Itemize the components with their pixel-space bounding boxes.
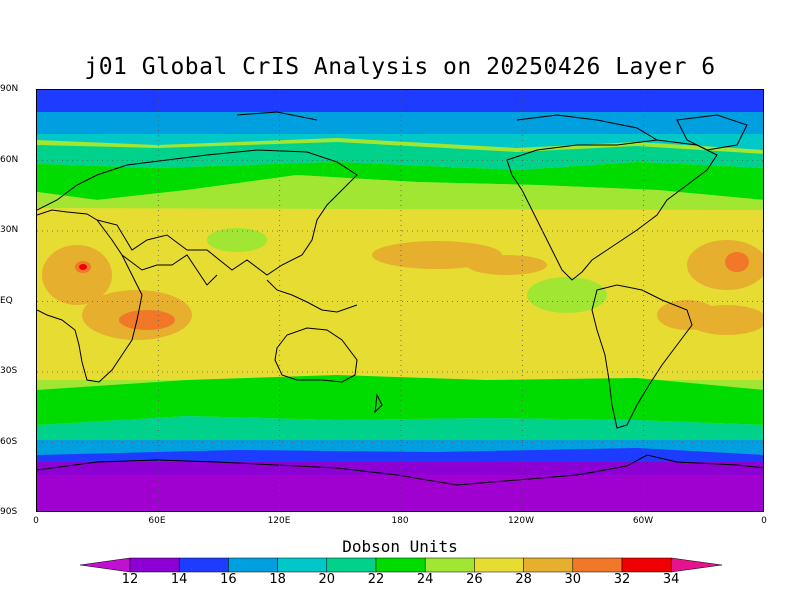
colorbar-under-arrow: [80, 557, 131, 573]
field-south-teal: [37, 416, 763, 440]
colorbar-tick-label: 12: [121, 572, 139, 587]
colorbar-tick-label: 28: [515, 572, 532, 587]
colorbar-segment: [228, 557, 278, 573]
colorbar-segment: [474, 557, 524, 573]
colorbar-tick-label: 24: [416, 572, 434, 587]
ozone-map: [36, 89, 764, 512]
field-south-green: [37, 375, 763, 425]
colorbar-title: Dobson Units: [342, 537, 458, 556]
field-arctic-lightblue: [37, 112, 763, 134]
lat-label-30n: 30N: [0, 225, 19, 235]
lat-label-90n: 90N: [0, 84, 19, 94]
field-arctic-blue: [37, 90, 763, 115]
colorbar-over-arrow: [670, 557, 722, 573]
colorbar-tick-label: 20: [318, 572, 336, 587]
colorbar-segment: [277, 557, 328, 573]
lat-label-60s: 60S: [0, 437, 18, 447]
colorbar-tick-label: 30: [564, 572, 582, 587]
lon-label-120w: 120W: [507, 516, 535, 526]
colorbar-tick-label: 22: [367, 572, 385, 587]
lat-label-eq: EQ: [0, 296, 13, 306]
field-subarctic-cyan: [37, 134, 763, 150]
colorbar: [80, 557, 722, 573]
map-canvas: [37, 90, 763, 511]
colorbar-tick-label: 26: [466, 572, 483, 587]
field-north-green: [37, 162, 763, 200]
colorbar-tick-label: 34: [662, 572, 680, 587]
colorbar-segment: [326, 557, 377, 573]
field-atlantic-high: [687, 240, 763, 290]
lon-label-60w: 60W: [632, 516, 654, 526]
colorbar-segment: [129, 557, 180, 573]
lon-label-0-left: 0: [33, 516, 39, 526]
colorbar-tick-label: 18: [269, 572, 286, 587]
field-north-teal: [37, 142, 763, 170]
graticule: [37, 90, 763, 511]
lat-label-60n: 60N: [0, 155, 19, 165]
colorbar-segment: [621, 557, 672, 573]
field-tropics: [37, 185, 763, 380]
lon-label-180: 180: [391, 516, 409, 526]
colorbar-segment: [375, 557, 426, 573]
colorbar-segment: [572, 557, 623, 573]
field-africa-high: [42, 245, 112, 305]
coastlines: [37, 111, 763, 486]
lon-label-120e: 120E: [267, 516, 291, 526]
lon-label-60e: 60E: [148, 516, 166, 526]
colorbar-segment: [424, 557, 475, 573]
map-title: j01 Global CrIS Analysis on 20250426 Lay…: [84, 54, 716, 80]
colorbar-tick-label: 14: [170, 572, 188, 587]
colorbar-segment: [523, 557, 574, 573]
lon-label-0-right: 0: [761, 516, 767, 526]
colorbar-tick-label: 16: [220, 572, 237, 587]
colorbar-segment: [178, 557, 229, 573]
lat-label-30s: 30S: [0, 366, 18, 376]
colorbar-tick-label: 32: [613, 572, 631, 587]
lat-label-90s: 90S: [0, 507, 18, 517]
